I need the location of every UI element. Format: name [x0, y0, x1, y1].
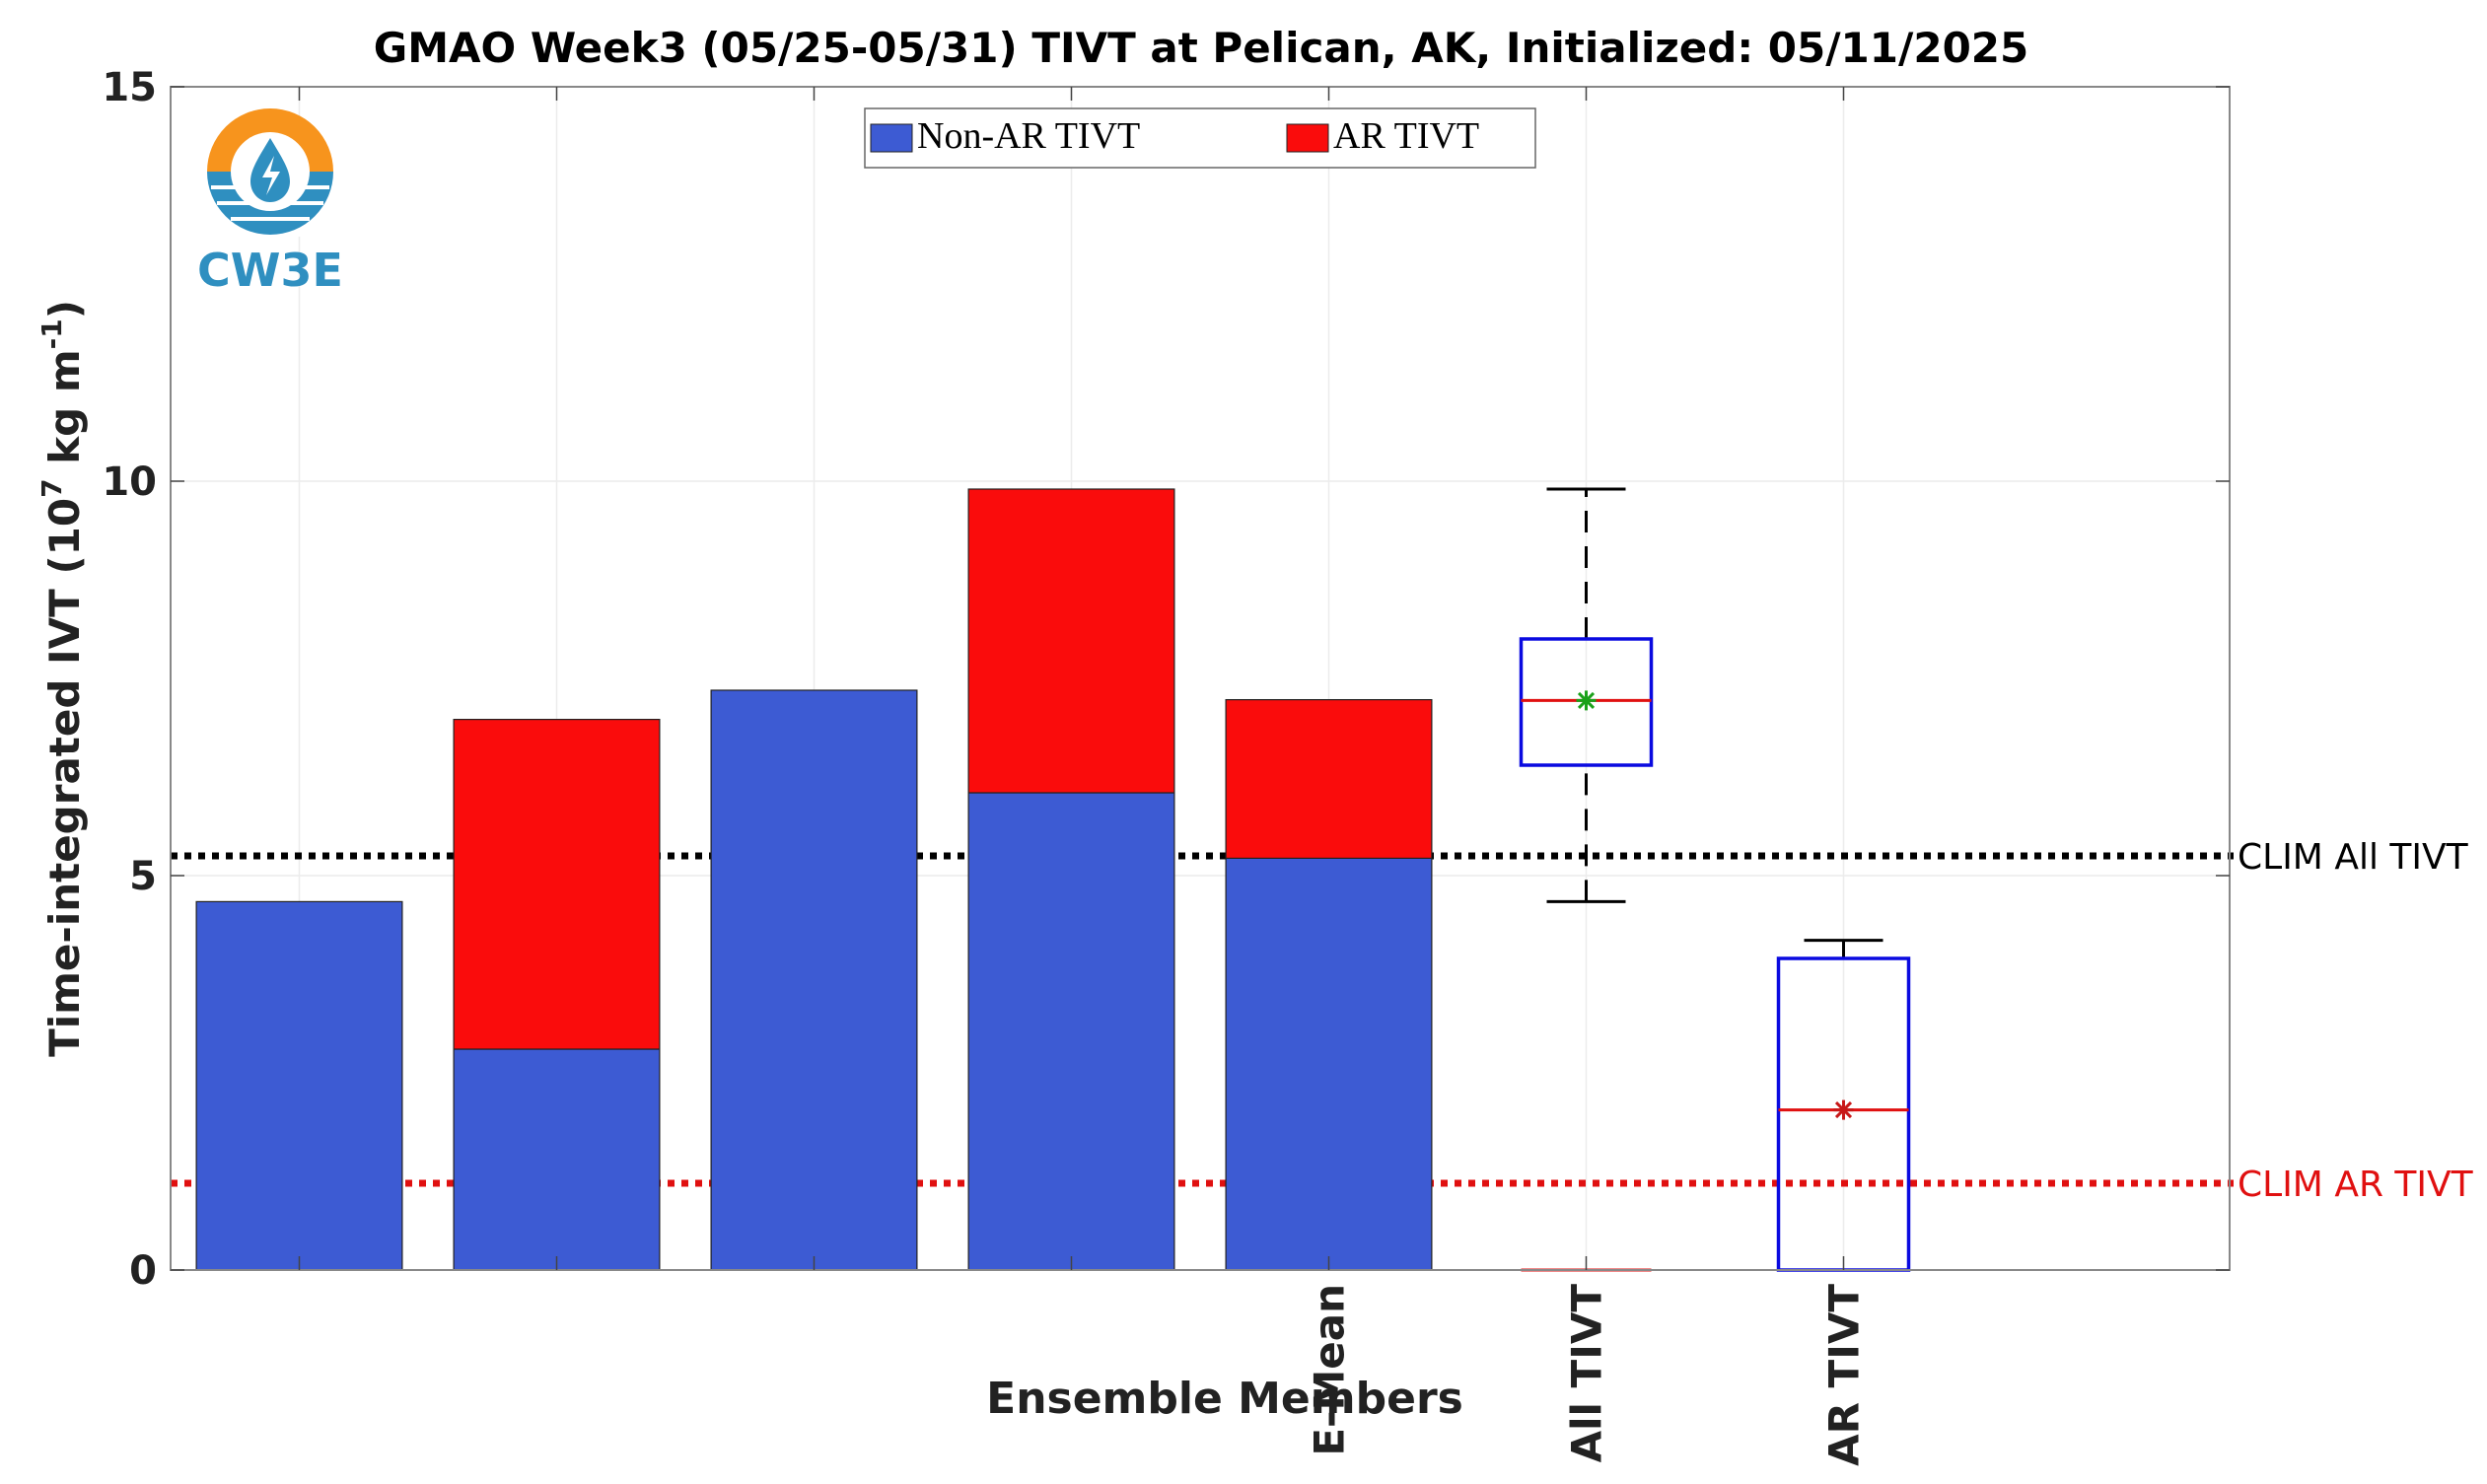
y-axis-label-exp2: -1	[36, 318, 68, 349]
cw3e-logo: CW3E	[197, 108, 343, 297]
legend-label-non-ar: Non-AR TIVT	[917, 115, 1140, 157]
x-axis-label: Ensemble Members	[986, 1374, 1463, 1424]
legend-label-ar: AR TIVT	[1333, 115, 1479, 157]
x-tick-label: All TIVT	[1563, 1284, 1611, 1463]
bar-segment	[1225, 698, 1433, 859]
bar-segment	[453, 718, 661, 1050]
logo-bolt-icon	[262, 156, 280, 195]
y-axis-label: Time-integrated IVT (107 kg m-1)	[36, 300, 89, 1057]
y-axis-label-end: )	[40, 300, 89, 318]
bar-segment	[1225, 857, 1433, 1271]
y-tick-label: 5	[129, 854, 157, 899]
bar-segment	[967, 792, 1175, 1271]
reference-line-label: CLIM All TIVT	[2238, 837, 2469, 878]
boxplot-mean-marker	[1833, 1099, 1854, 1120]
y-axis-label-main: Time-integrated IVT (10	[40, 498, 89, 1057]
boxplot-box	[1519, 637, 1654, 767]
chart-title: GMAO Week3 (05/25-05/31) TIVT at Pelican…	[374, 24, 2029, 72]
mean-marker-stroke	[1577, 691, 1596, 709]
y-tick-label: 0	[129, 1248, 157, 1294]
bar-segment	[453, 1048, 661, 1271]
y-tick-label: 10	[102, 459, 157, 505]
x-axis-ticks: E-Mean All TIVT AR TIVT	[298, 87, 1869, 1466]
y-axis-ticks: 0 5 10 15	[102, 65, 2230, 1294]
x-tick-label: E-Mean	[1306, 1284, 1354, 1456]
x-tick-label: AR TIVT	[1820, 1284, 1869, 1466]
mean-marker-stroke	[1834, 1101, 1853, 1119]
y-axis-label-exp: 7	[36, 478, 68, 497]
legend: Non-AR TIVT AR TIVT	[864, 107, 1536, 169]
reference-lines: CLIM All TIVT CLIM AR TIVT	[171, 837, 2474, 1205]
bar-segment	[710, 689, 918, 1271]
bars	[195, 488, 1433, 1271]
reference-line-label: CLIM AR TIVT	[2238, 1165, 2474, 1205]
boxplot-mean-marker	[1576, 690, 1597, 711]
logo-text: CW3E	[197, 244, 343, 297]
bar-segment	[195, 900, 403, 1271]
y-axis-label-mid: kg m	[40, 349, 89, 478]
y-tick-label: 15	[102, 65, 157, 110]
bar-segment	[967, 488, 1175, 794]
legend-swatch-ar	[1286, 123, 1329, 153]
plot-frame	[170, 86, 2231, 1271]
legend-box	[864, 107, 1536, 169]
legend-swatch-non-ar	[870, 123, 913, 153]
